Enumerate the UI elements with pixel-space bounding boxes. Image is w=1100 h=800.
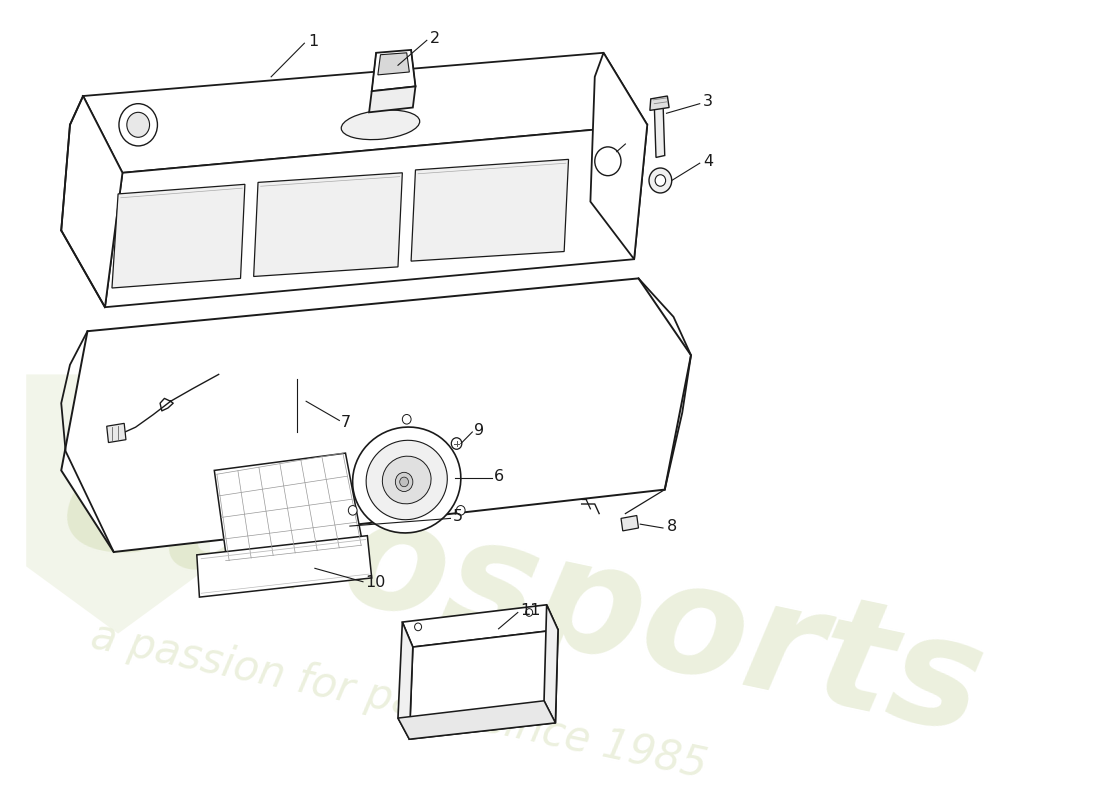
Ellipse shape [341,110,420,140]
Text: a passion for parts since 1985: a passion for parts since 1985 [88,615,712,786]
Text: 4: 4 [703,154,714,169]
Text: 6: 6 [494,469,504,484]
Polygon shape [254,173,403,277]
Circle shape [526,609,532,616]
Text: 2: 2 [430,31,440,46]
Text: 3: 3 [703,94,713,110]
Polygon shape [650,96,669,110]
Ellipse shape [353,427,461,533]
Polygon shape [26,374,210,634]
Polygon shape [112,184,245,288]
Polygon shape [621,515,638,531]
Polygon shape [214,453,363,565]
Polygon shape [398,622,412,739]
Polygon shape [591,53,647,259]
Circle shape [119,104,157,146]
Polygon shape [84,53,647,173]
Polygon shape [378,53,409,75]
Text: 11: 11 [520,603,541,618]
Circle shape [595,147,621,176]
Circle shape [415,623,421,630]
Ellipse shape [383,456,431,504]
Circle shape [395,472,412,491]
Text: 1: 1 [308,34,318,49]
Polygon shape [398,701,556,739]
Polygon shape [372,50,416,91]
Text: 5: 5 [453,509,463,524]
Circle shape [451,438,462,450]
Polygon shape [370,86,416,112]
Polygon shape [411,159,569,261]
Polygon shape [62,96,122,307]
Polygon shape [654,102,664,158]
Circle shape [399,477,408,486]
Circle shape [126,112,150,138]
Polygon shape [62,278,691,552]
Circle shape [656,174,666,186]
Text: 7: 7 [341,415,351,430]
Text: 10: 10 [365,575,386,590]
Text: eurosports: eurosports [48,425,996,766]
Circle shape [349,506,358,515]
Circle shape [649,168,672,193]
Polygon shape [403,605,558,647]
Text: 9: 9 [474,422,484,438]
Polygon shape [104,125,647,307]
Polygon shape [197,536,372,597]
Text: 8: 8 [667,518,676,534]
Circle shape [456,506,465,515]
Polygon shape [544,605,558,723]
Circle shape [403,414,411,424]
Polygon shape [409,630,558,739]
Polygon shape [107,423,126,442]
Ellipse shape [366,440,448,520]
